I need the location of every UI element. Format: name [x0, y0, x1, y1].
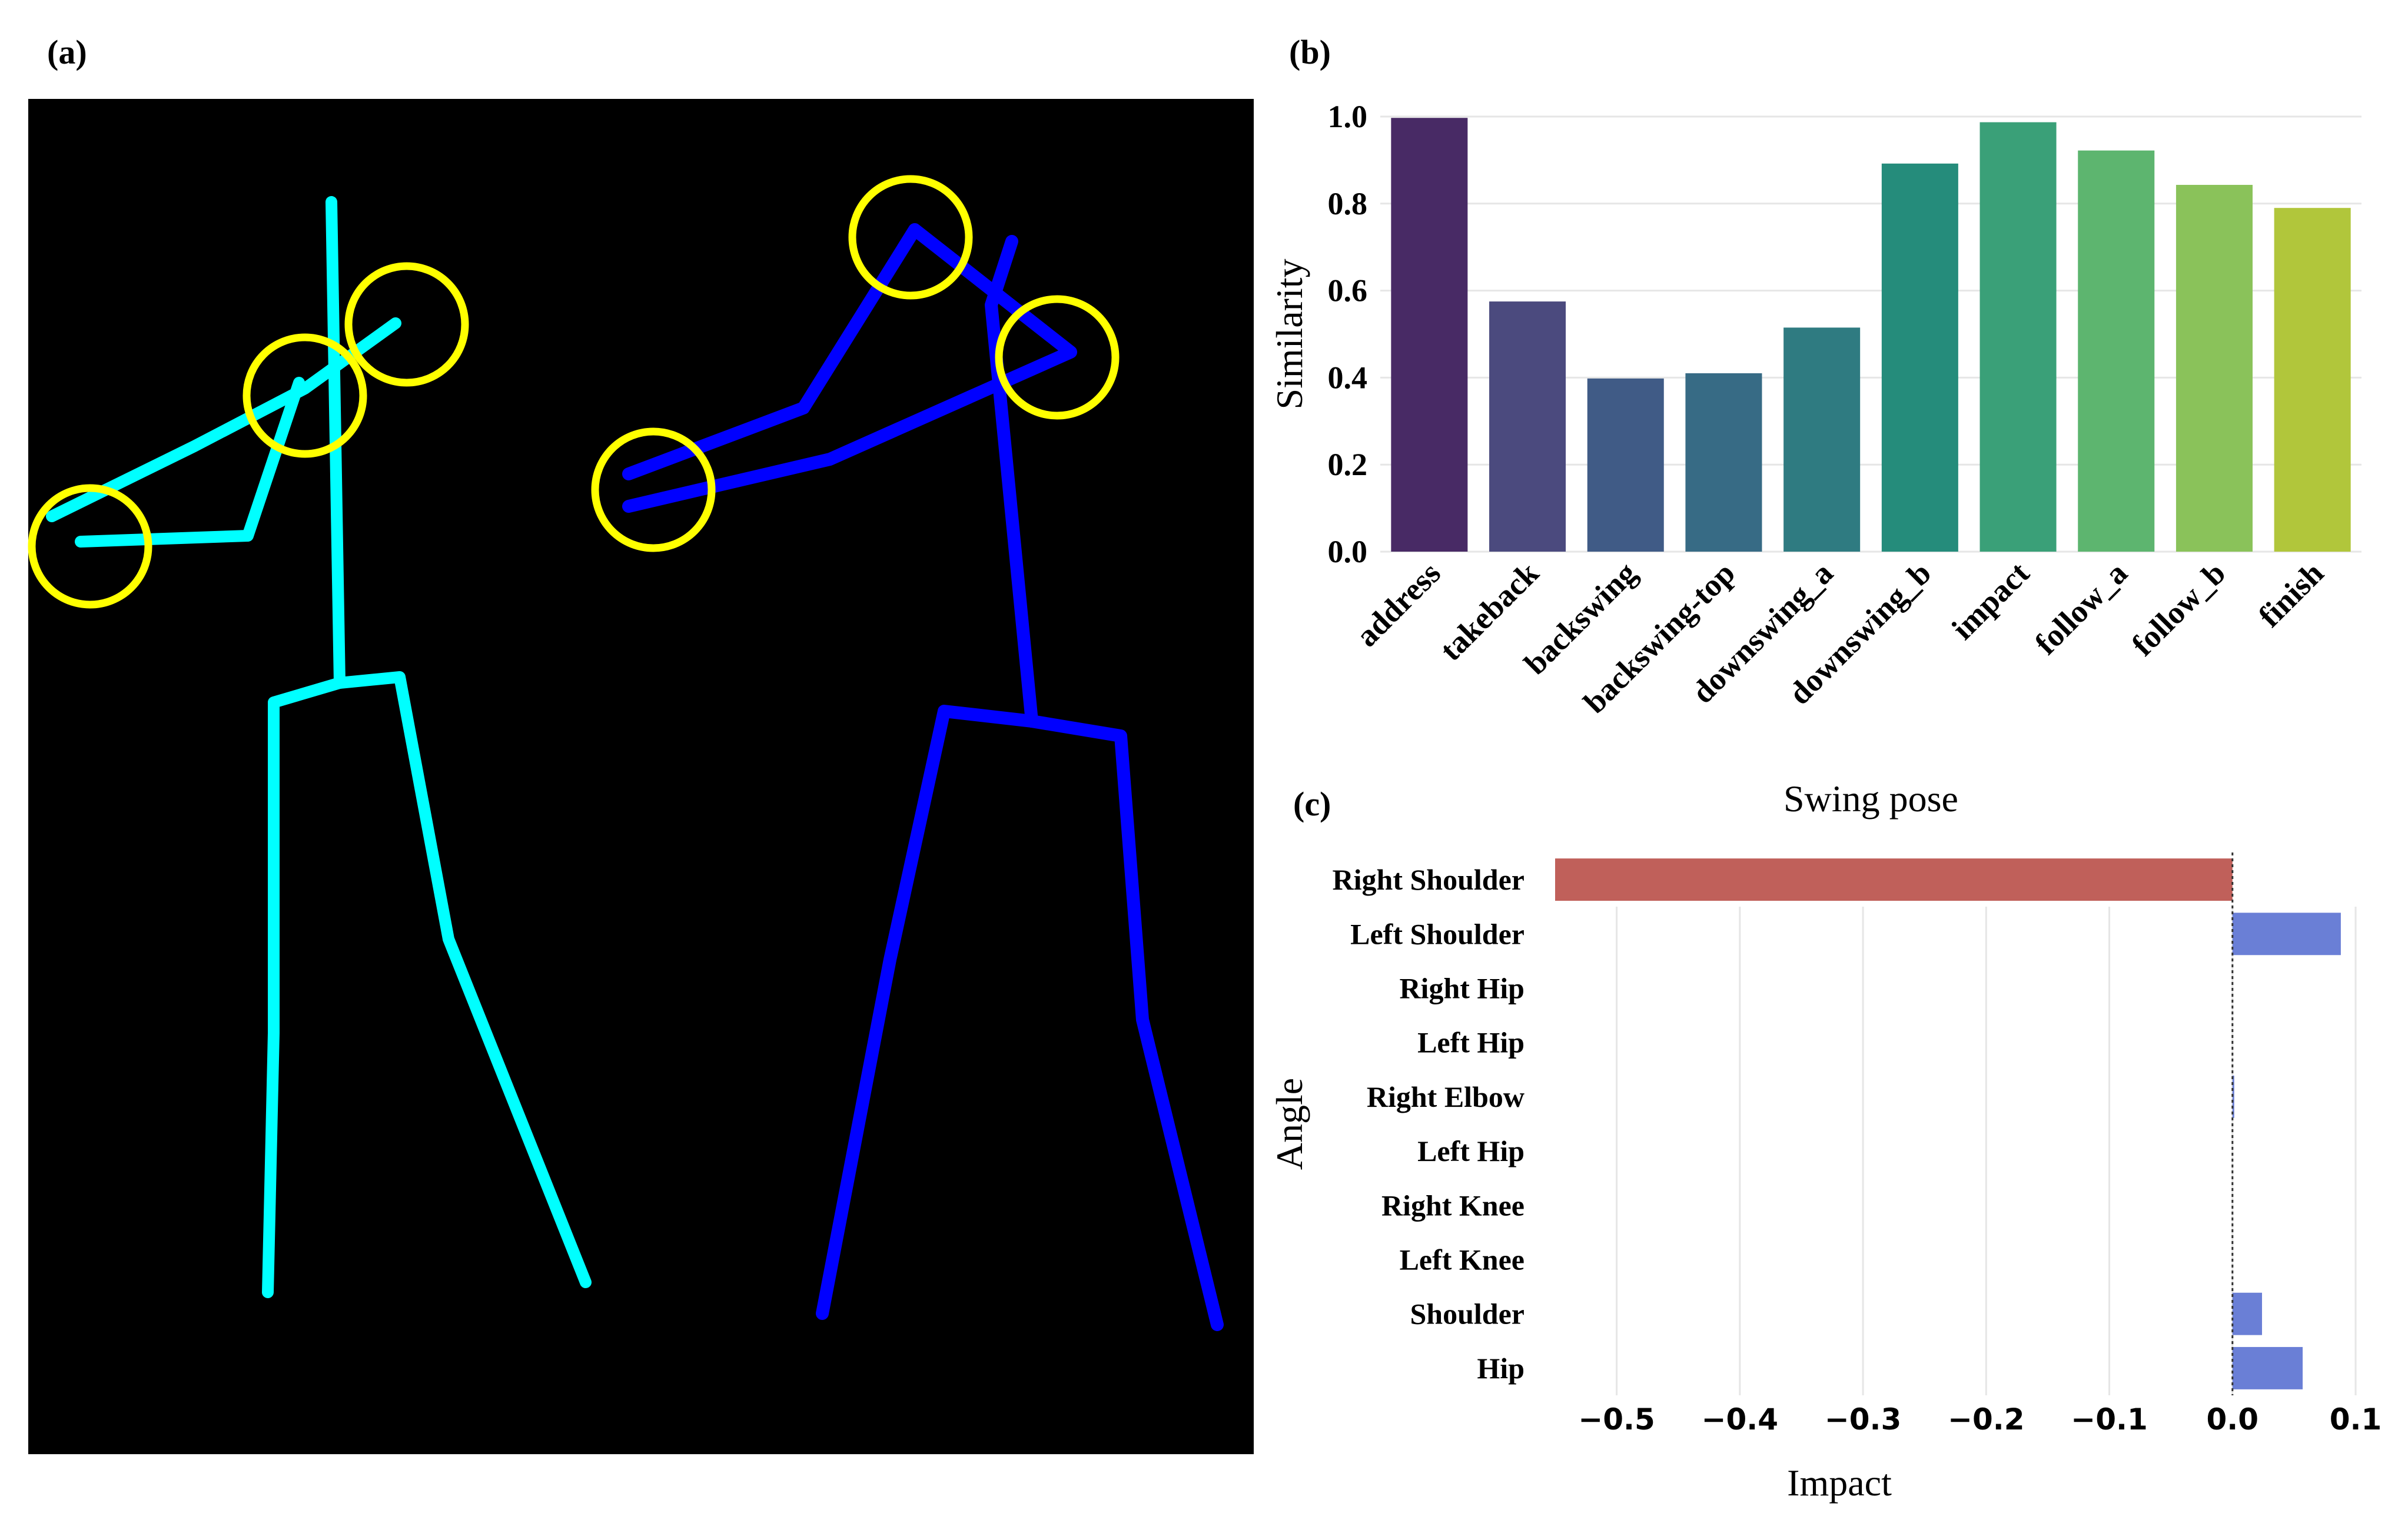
similarity-y-tick-label: 0.0 [1328, 534, 1368, 569]
highlight-circle [591, 427, 716, 552]
pose-a-left-leg [262, 677, 346, 1298]
similarity-bar-takeback [1489, 301, 1566, 552]
impact-category-label: Left Hip [1417, 1134, 1524, 1167]
impact-bar [2232, 1292, 2262, 1335]
impact-bar [2232, 1346, 2303, 1389]
impact-bar-chart: Right Shoulder Left Shoulder Right Hip Left… [1268, 852, 2382, 1504]
similarity-bar-finish [2274, 208, 2351, 552]
impact-y-axis-title: Angle [1268, 1078, 1310, 1170]
impact-x-tick-label: −0.1 [2071, 1402, 2147, 1437]
similarity-bar-address [1391, 118, 1468, 552]
highlight-circle [28, 484, 152, 609]
highlight-circle [848, 175, 973, 300]
similarity-x-axis-title: Swing pose [1783, 778, 1958, 820]
highlight-circle [243, 333, 367, 458]
similarity-bar-follow_a [2078, 150, 2155, 552]
pose-a-right-leg [334, 671, 592, 1288]
highlight-circle [995, 295, 1120, 420]
panel-label-c: (c) [1293, 785, 1331, 823]
pose-skeleton-image [28, 99, 1254, 1454]
impact-x-tick-label: −0.2 [1948, 1402, 2024, 1437]
similarity-bar-follow_b [2175, 185, 2253, 552]
similarity-y-tick-label: 0.4 [1328, 360, 1368, 395]
impact-category-labels: Right Shoulder Left Shoulder Right Hip Left… [1333, 863, 1524, 1385]
impact-category-label: Right Elbow [1367, 1080, 1524, 1113]
impact-bars [1555, 858, 2341, 1389]
similarity-y-tick-label: 0.6 [1328, 273, 1368, 308]
similarity-bar-impact [1979, 122, 2057, 552]
impact-x-tick-label: −0.3 [1825, 1402, 1901, 1437]
pose-a-left-arm [75, 377, 305, 548]
similarity-y-tick-label: 0.8 [1328, 186, 1368, 221]
impact-category-label: Hip [1477, 1352, 1524, 1385]
impact-x-tick-label: 0.0 [2206, 1402, 2258, 1437]
highlight-circle [344, 262, 469, 387]
impact-category-label: Left Knee [1400, 1243, 1524, 1276]
highlight-circles [28, 175, 1120, 609]
impact-bar [1555, 858, 2233, 901]
impact-category-label: Right Shoulder [1333, 863, 1524, 896]
pose-b-right-leg [1025, 715, 1224, 1331]
similarity-y-axis-title: Similarity [1268, 259, 1310, 410]
similarity-bar-backswing-top [1685, 373, 1762, 552]
impact-bar [2232, 913, 2341, 956]
impact-x-tick-label: 0.1 [2330, 1402, 2382, 1437]
impact-x-tick-label: −0.5 [1578, 1402, 1655, 1437]
impact-category-label: Left Shoulder [1350, 917, 1524, 950]
similarity-y-tick-label: 0.2 [1328, 447, 1368, 482]
pose-b-spine [985, 235, 1038, 728]
similarity-bar-backswing [1587, 378, 1664, 552]
impact-category-label: Right Knee [1381, 1189, 1524, 1222]
panel-label-b: (b) [1289, 33, 1331, 71]
pose-image-background [28, 99, 1254, 1454]
panel-label-a: (a) [47, 33, 87, 71]
impact-gridlines [1616, 907, 2357, 1395]
similarity-bar-downswing_b [1881, 163, 1958, 552]
impact-x-tick-label: −0.4 [1702, 1402, 1778, 1437]
impact-category-label: Shoulder [1410, 1298, 1524, 1331]
similarity-bar-downswing_a [1783, 327, 1861, 552]
impact-category-label: Right Hip [1399, 972, 1524, 1005]
similarity-y-tick-label: 1.0 [1328, 99, 1368, 134]
impact-x-ticks: −0.5 −0.4 −0.3 −0.2 −0.1 0.0 0.1 [1578, 1402, 2382, 1437]
similarity-bars [1391, 118, 2351, 552]
similarity-y-ticks: 0.0 0.2 0.4 0.6 0.8 1.0 [1328, 99, 1368, 569]
impact-category-label: Left Hip [1417, 1026, 1524, 1059]
impact-x-axis-title: Impact [1787, 1462, 1892, 1504]
pose-b-left-leg [816, 705, 1038, 1320]
pose-b-skeleton [622, 223, 1224, 1331]
